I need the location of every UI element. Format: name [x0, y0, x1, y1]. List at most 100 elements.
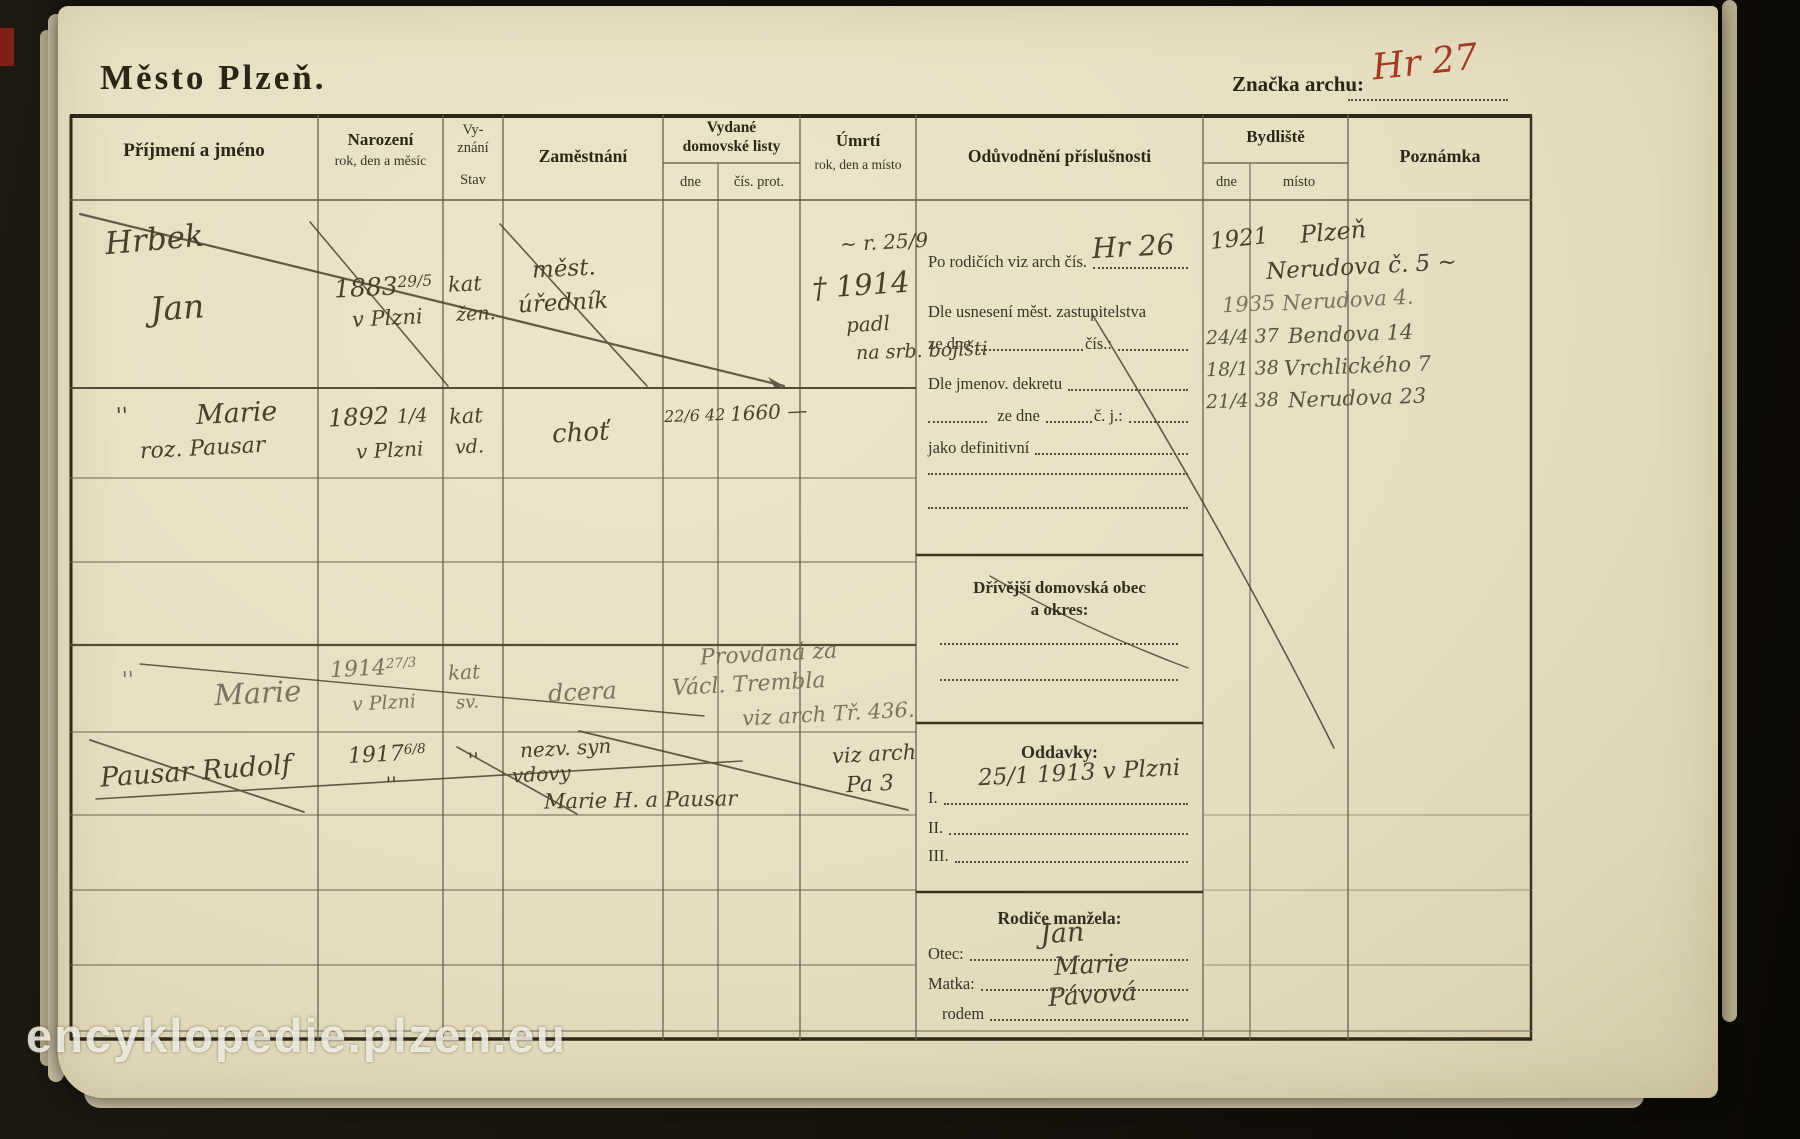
dotted-leader: [928, 472, 1188, 475]
residence-entry-place: Bendova 14: [1287, 319, 1414, 349]
column-header-death-sub: rok, den a místo: [814, 157, 902, 172]
previous-municipality-title-1: Dřívější domovská obec: [973, 578, 1146, 597]
spouse-mother-maiden-line: rodem: [928, 1004, 1190, 1024]
row2-firstname: Marie: [195, 395, 279, 432]
column-header-residence-misto: místo: [1282, 174, 1316, 190]
row5-ditto-mark: '': [121, 667, 135, 694]
dotted-leader: [949, 832, 1188, 835]
reason-ze-dne-label: ze dne: [928, 334, 971, 353]
sheet-mark-dotted-line: [1348, 98, 1508, 101]
paper-sheet: [58, 6, 1718, 1098]
row2-list-cis: 1660 —: [729, 397, 808, 427]
row2-birth-year: 1892: [327, 401, 390, 433]
marriage-ordinal-1: I.: [928, 788, 938, 807]
residence-entry-date: 24/4 37: [1205, 324, 1280, 350]
dotted-leader: [980, 988, 1188, 991]
reason-cis-label: čís.:: [1084, 334, 1112, 353]
row1-birth-year: 1883: [333, 271, 399, 304]
marriages-title: Oddavky:: [1020, 742, 1099, 762]
row6-death-line1: viz arch: [831, 739, 917, 769]
row5-job: dcera: [547, 676, 618, 708]
dotted-leader: [1128, 420, 1189, 423]
dotted-leader: [1068, 388, 1188, 391]
reason-dekret-label: Dle jmenov. dekretu: [928, 374, 1063, 393]
column-header-reason: Odůvodnění příslušnosti: [967, 146, 1152, 166]
dotted-leader: [990, 1018, 1188, 1021]
dotted-leader: [976, 348, 1083, 351]
reason-line-usneseni: Dle usnesení měst. zastupitelstva: [928, 302, 1190, 322]
dotted-leader: [1035, 452, 1188, 455]
marriage-ordinal-3: III.: [928, 846, 949, 865]
column-header-note: Poznámka: [1399, 146, 1481, 166]
dotted-leader: [928, 420, 988, 423]
row6-birth-day: 6/8: [403, 740, 427, 758]
reason-line-po-rodicich-label: Po rodičích viz arch čís.: [928, 252, 1087, 271]
row6-job-line3: Marie H. a Pausar: [543, 786, 738, 814]
row2-birth-day: 1/4: [396, 403, 429, 428]
spouse-mother-maiden-label: rodem: [942, 1004, 985, 1023]
row1-birth-day: 29/5: [396, 271, 433, 292]
row2-faith: kat: [448, 403, 484, 429]
strike-arrowhead: [768, 377, 784, 388]
column-header-residence-dne: dne: [1216, 174, 1237, 190]
column-header-faith-2: znání: [457, 140, 489, 156]
spouse-father-value: Jan: [1038, 916, 1086, 951]
row1-death-line1: ~ r. 25/9: [839, 227, 929, 257]
strike-line: [578, 730, 909, 811]
reason-line-ze-dne-1: ze dne čís.:: [928, 334, 1190, 354]
row1-firstname: Jan: [148, 286, 206, 329]
reason-definitivni-label: jako definitivní: [928, 438, 1030, 457]
sheet-stack-edge-right: [1722, 0, 1737, 1022]
spouse-mother-value: Marie: [1053, 948, 1130, 981]
column-header-birth-sub: rok, den a měsíc: [334, 154, 427, 169]
dotted-leader: [969, 958, 1188, 961]
row6-death-line2: Pa 3: [845, 770, 895, 799]
column-header-job: Zaměstnání: [538, 146, 628, 166]
residence-entry-date: 1935: [1221, 290, 1277, 318]
row6-birth-date: 19176/8: [347, 740, 426, 769]
strike-line: [309, 221, 449, 387]
row1-status: žen.: [455, 301, 497, 327]
row1-birth-date: 188329/5: [333, 269, 433, 303]
marriage-line-1: I.: [928, 788, 1190, 808]
row5-birth-date: 191427/3: [329, 654, 417, 684]
row5-status: sv.: [455, 691, 480, 714]
column-header-issued-cis: čís. prot.: [733, 174, 785, 190]
marriage-ordinal-2: II.: [928, 818, 944, 837]
previous-municipality-dotted-1: [940, 642, 1180, 648]
residence-entry-date: 18/1 38: [1205, 356, 1280, 382]
previous-municipality-dotted-2: [940, 678, 1180, 684]
dotted-leader: [940, 642, 1178, 645]
reason-cj-label: č. j.:: [1093, 406, 1123, 425]
row6-job-line1: nezv. syn: [519, 733, 612, 763]
row1-job-line1: měst.: [531, 254, 597, 284]
spouse-mother-line: Matka:: [928, 974, 1190, 994]
reason-line-usneseni-label: Dle usnesení měst. zastupitelstva: [928, 302, 1147, 321]
spouse-parents-title: Rodiče manžela:: [997, 908, 1122, 928]
column-header-issued-dne: dne: [680, 174, 701, 190]
document-title: Město Plzeň.: [100, 58, 327, 97]
reason-ze-dne-2-label: ze dne: [997, 406, 1040, 425]
strike-line: [499, 223, 648, 387]
strike-line: [456, 746, 578, 815]
watermark: encyklopedie.plzen.eu: [26, 1009, 567, 1062]
row1-death-line2: † 1914: [810, 264, 911, 306]
column-header-issued-2: domovské listy: [682, 138, 781, 155]
reason-blank-dotted-1: [928, 472, 1190, 478]
dotted-leader: [940, 678, 1178, 681]
marriage-line-2: II.: [928, 818, 1190, 838]
residence-entry-place: Nerudova 23: [1287, 383, 1427, 413]
row5-faith: kat: [447, 659, 481, 685]
residence-entry-place: Plzeň: [1298, 215, 1368, 249]
scan-edge-red-mark: [0, 28, 14, 66]
reason-line-ze-dne-2: ze dne č. j.:: [928, 406, 1190, 426]
column-header-death: Úmrtí: [835, 131, 881, 150]
reason-line-definitivni: jako definitivní: [928, 438, 1190, 458]
row5-birth-day: 27/3: [385, 654, 417, 673]
strike-line: [78, 212, 786, 388]
row6-faith-ditto: '': [467, 747, 480, 773]
row6-job-line2: vdovy: [511, 760, 572, 788]
sheet-mark-label: Značka archu:: [1232, 72, 1365, 96]
row1-job-line2: úředník: [517, 287, 609, 319]
